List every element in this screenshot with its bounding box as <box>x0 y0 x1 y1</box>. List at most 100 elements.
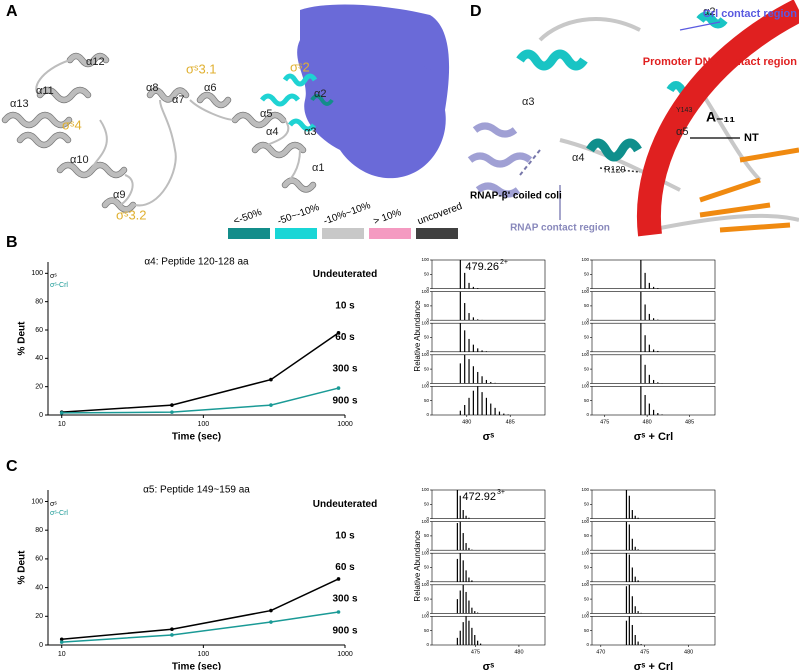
y-tick-label: 50 <box>424 501 430 506</box>
residue-label: Y143 <box>676 107 692 114</box>
y-tick-label: 0 <box>426 579 429 584</box>
row-label: 10 s <box>335 531 355 542</box>
y-tick-label: 100 <box>421 582 429 587</box>
x-tick-label: 10 <box>58 651 66 658</box>
charge-annotation: 2+ <box>500 259 508 266</box>
y-tick-label: 20 <box>35 613 43 620</box>
y-tick-label: 0 <box>586 286 589 291</box>
y-tick-label: 80 <box>35 527 43 534</box>
legend-swatch <box>369 228 411 239</box>
y-tick-label: 50 <box>424 596 430 601</box>
y-tick-label: 0 <box>426 317 429 322</box>
helix-label: α10 <box>70 154 89 166</box>
spectrum-frame <box>591 354 716 384</box>
legend-label: σˢ <box>50 273 57 280</box>
y-tick-label: 100 <box>581 320 589 325</box>
data-line <box>61 387 339 414</box>
row-label: 10 s <box>335 301 355 312</box>
x-tick-label: 100 <box>198 421 210 428</box>
data-line <box>61 578 339 641</box>
y-tick-label: 0 <box>586 516 589 521</box>
y-tick-label: 100 <box>421 257 429 262</box>
spectrum-frame <box>431 616 546 646</box>
y-tick-label: 50 <box>424 303 430 308</box>
domain-label: σˢ3.2 <box>116 207 147 222</box>
y-tick-label: 100 <box>421 487 429 492</box>
spectrum-frame <box>591 584 716 614</box>
helix-label: α1 <box>312 162 324 174</box>
y-tick-label: 0 <box>586 611 589 616</box>
spectrum-frame <box>591 322 716 353</box>
y-tick-label: 0 <box>586 412 589 417</box>
helix-label: α3 <box>304 126 316 138</box>
panel-label: B <box>6 234 18 251</box>
x-axis-label: Time (sec) <box>172 432 221 443</box>
spectrum-frame <box>431 552 546 583</box>
helix-label: α5 <box>676 126 688 138</box>
row-label: 300 s <box>332 364 357 375</box>
y-tick-label: 50 <box>584 501 590 506</box>
y-tick-label: 100 <box>581 614 589 619</box>
y-tick-label: 0 <box>586 642 589 647</box>
data-point <box>269 377 273 382</box>
x-tick-label: 1000 <box>337 651 353 658</box>
y-tick-label: 100 <box>421 320 429 325</box>
y-tick-label: 80 <box>35 299 43 306</box>
row-label: 900 s <box>332 395 357 406</box>
data-point <box>59 411 64 415</box>
coiled-coil-label: RNAP-β' coiled coli <box>470 191 562 202</box>
y-tick-label: 50 <box>424 628 430 633</box>
helix-label: α9 <box>113 189 125 201</box>
data-point <box>170 627 174 632</box>
legend-label: σˢ-Crl <box>50 510 68 517</box>
y-tick-label: 0 <box>586 317 589 322</box>
coverage-legend: <-50% -50~-10% -10%~10% > 10% uncovered <box>228 200 464 239</box>
x-axis-label: σˢ <box>483 431 495 443</box>
spectrum-frame <box>591 521 716 551</box>
y-tick-label: 50 <box>584 335 590 340</box>
y-tick-label: 100 <box>421 384 429 389</box>
data-point <box>336 331 341 335</box>
data-point <box>170 410 174 414</box>
helix-label: α12 <box>86 56 105 68</box>
y-tick-label: 100 <box>421 289 429 294</box>
spectrum-frame <box>591 259 716 289</box>
y-tick-label: 0 <box>586 349 589 354</box>
x-axis-label: Time (sec) <box>172 662 221 670</box>
y-tick-label: 60 <box>35 556 43 563</box>
y-tick-label: 0 <box>586 381 589 386</box>
spectrum-frame <box>431 291 546 321</box>
panel-d-structure <box>467 0 799 237</box>
y-tick-label: 100 <box>581 550 589 555</box>
domain-label: σˢ3.1 <box>186 61 217 76</box>
legend-label: > 10% <box>372 207 403 227</box>
x-tick-label: 10 <box>58 421 66 428</box>
x-tick-label: 480 <box>643 419 652 425</box>
y-tick-label: 0 <box>426 547 429 552</box>
helix-label: α2 <box>703 6 715 18</box>
legend-label: σˢ-Crl <box>50 282 68 289</box>
data-line <box>61 332 339 413</box>
panel-label: A <box>6 3 18 20</box>
y-tick-label: 0 <box>426 286 429 291</box>
y-tick-label: 50 <box>424 533 430 538</box>
y-tick-label: 60 <box>35 327 43 334</box>
y-tick-label: 0 <box>426 642 429 647</box>
peak-annotation: 479.26 <box>465 261 499 273</box>
spectrum-frame <box>431 322 546 353</box>
y-tick-label: 0 <box>586 579 589 584</box>
chart-title: α4: Peptide 120-128 aa <box>144 257 249 268</box>
x-tick-label: 475 <box>640 649 649 655</box>
x-tick-label: 100 <box>198 651 210 658</box>
crl-contact-label: Crl contact region <box>703 8 797 20</box>
data-point <box>336 577 341 581</box>
y-tick-label: 100 <box>581 487 589 492</box>
legend-label: -10%~10% <box>322 200 372 227</box>
x-tick-label: 485 <box>685 419 694 425</box>
legend-label: <-50% <box>232 207 263 227</box>
y-axis-label: Relative Abundance <box>413 530 422 602</box>
x-axis-label: σˢ + Crl <box>634 431 673 443</box>
y-tick-label: 100 <box>31 270 43 277</box>
y-tick-label: 50 <box>584 366 590 371</box>
